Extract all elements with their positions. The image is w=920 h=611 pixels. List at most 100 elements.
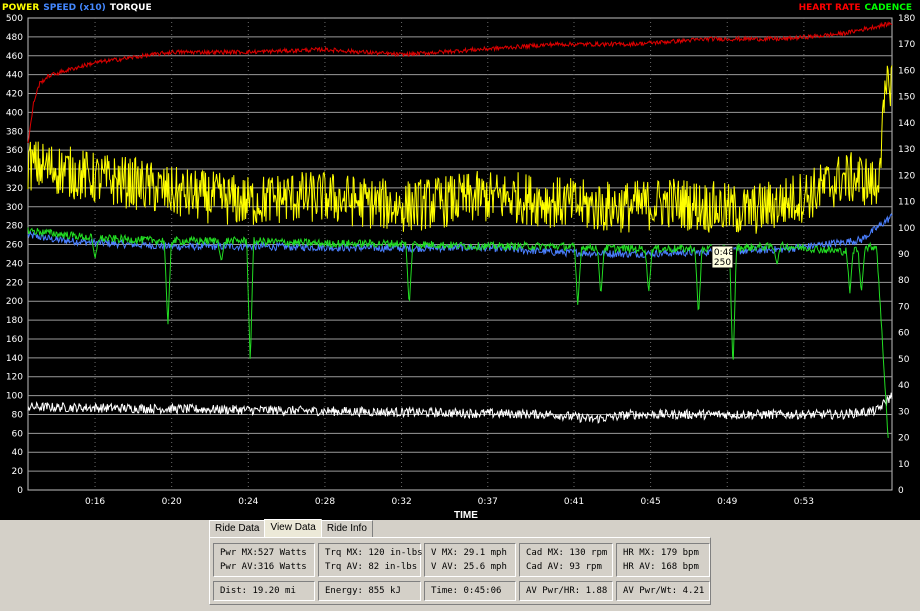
left-tick-label: 180 bbox=[6, 316, 23, 326]
right-tick-label: 140 bbox=[898, 119, 915, 129]
right-tick-label: 90 bbox=[898, 250, 910, 260]
hover-tooltip-time: 0:48 bbox=[714, 248, 734, 258]
left-tick-label: 300 bbox=[6, 203, 23, 213]
stat-cell: Pwr MX:527 Watts Pwr AV:316 Watts bbox=[213, 543, 315, 577]
ride-chart[interactable]: 0 20 40 60 80 100 120 140 160 180 200 220 240 260 280 3… bbox=[0, 0, 920, 520]
summary-stat: Energy: 855 kJ bbox=[318, 581, 421, 601]
left-tick-label: 240 bbox=[6, 259, 23, 269]
summary-stat: Time: 0:45:06 bbox=[424, 581, 516, 601]
legend-entry-torque: TORQUE bbox=[109, 3, 152, 13]
tab-view-data[interactable]: View Data bbox=[264, 519, 322, 538]
right-tick-label: 0 bbox=[898, 486, 904, 496]
legend-right: HEART RATE CADENCE bbox=[799, 3, 916, 13]
stat-cell: Cad MX: 130 rpm Cad AV: 93 rpm bbox=[519, 543, 613, 577]
left-tick-label: 60 bbox=[12, 429, 24, 439]
left-tick-label: 140 bbox=[6, 354, 23, 364]
right-tick-label: 170 bbox=[898, 40, 915, 50]
x-tick-label: 0:16 bbox=[85, 497, 105, 507]
x-tick-label: 0:37 bbox=[478, 497, 498, 507]
x-tick-label: 0:53 bbox=[794, 497, 814, 507]
series-line-torque bbox=[27, 392, 893, 424]
stat-value: HR AV: 168 bpm bbox=[623, 562, 699, 572]
series-line-cadence bbox=[27, 227, 889, 438]
stats-row-totals: Dist: 19.20 mi Energy: 855 kJ Time: 0:45:0… bbox=[213, 581, 713, 601]
ride-chart-svg[interactable]: 0204060801001201401601802002202402602803… bbox=[0, 0, 920, 520]
stat-value: Trq AV: 82 in-lbs bbox=[325, 562, 418, 572]
x-tick-label: 0:28 bbox=[315, 497, 335, 507]
right-tick-label: 120 bbox=[898, 171, 915, 181]
right-tick-label: 10 bbox=[898, 460, 910, 470]
right-tick-label: 100 bbox=[898, 224, 915, 234]
left-tick-label: 260 bbox=[6, 241, 23, 251]
left-tick-label: 20 bbox=[12, 467, 24, 477]
plot-area bbox=[27, 17, 893, 491]
left-tick-label: 220 bbox=[6, 278, 23, 288]
left-tick-label: 200 bbox=[6, 297, 23, 307]
legend-entry-cadence: CADENCE bbox=[864, 3, 912, 13]
right-tick-label: 50 bbox=[898, 355, 910, 365]
series-line-heart-rate bbox=[27, 21, 893, 144]
right-tick-label: 40 bbox=[898, 381, 910, 391]
right-tick-label: 20 bbox=[898, 434, 910, 444]
stat-value: HR MX: 179 bpm bbox=[623, 548, 699, 558]
x-tick-label: 0:45 bbox=[641, 497, 661, 507]
right-tick-label: 80 bbox=[898, 276, 910, 286]
left-tick-label: 360 bbox=[6, 146, 23, 156]
right-tick-label: 180 bbox=[898, 14, 915, 24]
left-tick-label: 460 bbox=[6, 52, 23, 62]
right-tick-label: 150 bbox=[898, 93, 915, 103]
stat-value: V AV: 25.6 mph bbox=[431, 562, 507, 572]
stat-value: Pwr MX:527 Watts bbox=[220, 548, 307, 558]
stat-value: Cad MX: 130 rpm bbox=[526, 548, 608, 558]
stats-row-max-avg: Pwr MX:527 Watts Pwr AV:316 Watts Trq MX: … bbox=[213, 543, 713, 577]
summary-stat: Dist: 19.20 mi bbox=[213, 581, 315, 601]
right-tick-label: 110 bbox=[898, 198, 915, 208]
stat-cell: Trq MX: 120 in-lbs Trq AV: 82 in-lbs bbox=[318, 543, 423, 577]
left-tick-label: 440 bbox=[6, 71, 23, 81]
series-line-speed-x10 bbox=[27, 213, 893, 259]
left-tick-label: 400 bbox=[6, 108, 23, 118]
left-tick-label: 320 bbox=[6, 184, 23, 194]
x-tick-label: 0:20 bbox=[162, 497, 182, 507]
stats-panel: Pwr MX:527 Watts Pwr AV:316 Watts Trq MX: … bbox=[209, 537, 711, 605]
hover-tooltip-box bbox=[711, 245, 734, 269]
legend-left: POWER SPEED (x10) TORQUE bbox=[2, 3, 156, 13]
tab-strip: Ride Data View Data Ride Info bbox=[209, 519, 373, 538]
left-tick-label: 380 bbox=[6, 127, 23, 137]
left-tick-label: 480 bbox=[6, 33, 23, 43]
x-tick-label: 0:32 bbox=[391, 497, 411, 507]
left-tick-label: 280 bbox=[6, 222, 23, 232]
summary-stat: AV Pwr/Wt: 4.21 bbox=[616, 581, 710, 601]
right-tick-label: 130 bbox=[898, 145, 915, 155]
left-tick-label: 80 bbox=[12, 410, 24, 420]
left-tick-label: 120 bbox=[6, 373, 23, 383]
legend-entry-heart-rate: HEART RATE bbox=[798, 3, 861, 13]
left-tick-label: 160 bbox=[6, 335, 23, 345]
left-tick-label: 500 bbox=[6, 14, 23, 24]
legend-entry-power: POWER bbox=[2, 3, 40, 13]
left-tick-label: 40 bbox=[12, 448, 24, 458]
stat-value: V MX: 29.1 mph bbox=[431, 548, 507, 558]
tab-ride-data[interactable]: Ride Data bbox=[209, 520, 266, 537]
left-tick-label: 0 bbox=[17, 486, 23, 496]
x-tick-label: 0:41 bbox=[564, 497, 584, 507]
right-tick-label: 60 bbox=[898, 329, 910, 339]
right-tick-label: 30 bbox=[898, 407, 910, 417]
x-axis-label: TIME bbox=[454, 510, 478, 520]
stat-cell: HR MX: 179 bpm HR AV: 168 bpm bbox=[616, 543, 710, 577]
stat-value: Trq MX: 120 in-lbs bbox=[325, 548, 423, 558]
x-tick-label: 0:24 bbox=[238, 497, 258, 507]
left-tick-label: 340 bbox=[6, 165, 23, 175]
stat-value: Pwr AV:316 Watts bbox=[220, 562, 307, 572]
series-line-power bbox=[27, 65, 893, 234]
tab-ride-info[interactable]: Ride Info bbox=[320, 520, 373, 537]
legend-entry-speed-x10: SPEED (x10) bbox=[43, 3, 106, 13]
left-tick-label: 100 bbox=[6, 392, 23, 402]
stat-cell: V MX: 29.1 mph V AV: 25.6 mph bbox=[424, 543, 516, 577]
left-tick-label: 420 bbox=[6, 90, 23, 100]
stat-value: Cad AV: 93 rpm bbox=[526, 562, 602, 572]
x-tick-label: 0:49 bbox=[717, 497, 737, 507]
right-tick-label: 70 bbox=[898, 302, 910, 312]
hover-tooltip-value: 250 bbox=[714, 258, 731, 268]
summary-stat: AV Pwr/HR: 1.88 bbox=[519, 581, 613, 601]
